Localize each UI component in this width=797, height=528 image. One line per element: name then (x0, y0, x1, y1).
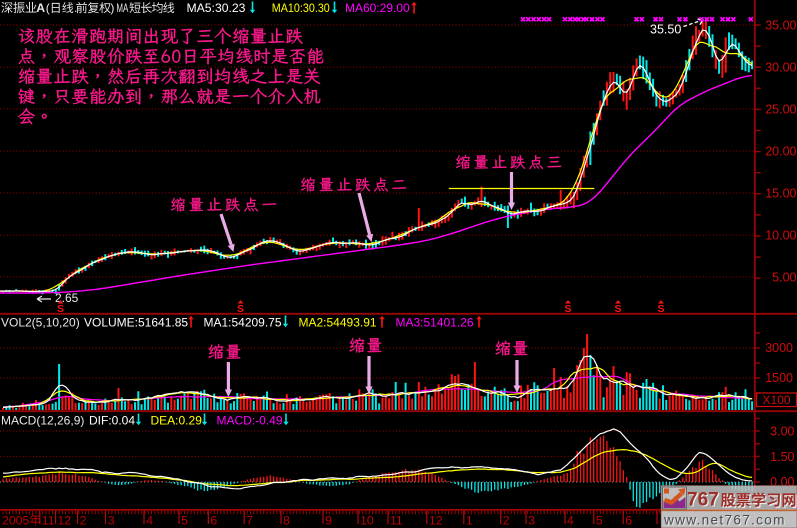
svg-text:8: 8 (283, 514, 290, 528)
svg-text:DIF:0.04: DIF:0.04 (89, 414, 135, 428)
svg-text:MA5:30.23: MA5:30.23 (187, 1, 246, 15)
svg-text:2: 2 (80, 514, 87, 528)
svg-text:25.00: 25.00 (765, 103, 796, 117)
svg-text:1: 1 (466, 514, 473, 528)
svg-text:S: S (564, 303, 571, 315)
svg-text:MA10:30.30: MA10:30.30 (272, 1, 330, 15)
svg-text:MA60:29.00: MA60:29.00 (345, 1, 410, 15)
svg-text:S: S (614, 303, 621, 315)
svg-text:4: 4 (567, 514, 574, 528)
svg-text:(: ( (46, 1, 50, 15)
svg-text:2005: 2005 (2, 514, 30, 528)
svg-text:VOL2(5,10,20): VOL2(5,10,20) (1, 316, 80, 330)
svg-text:9: 9 (325, 514, 332, 528)
svg-text:35.50: 35.50 (650, 23, 681, 37)
svg-text:20.00: 20.00 (765, 145, 796, 159)
svg-text:3000: 3000 (765, 341, 793, 355)
svg-text:15.00: 15.00 (765, 187, 796, 201)
svg-text:10.00: 10.00 (765, 229, 796, 243)
svg-text:.: . (74, 1, 77, 15)
svg-text:S: S (237, 303, 244, 315)
svg-text:MA3:51401.26: MA3:51401.26 (396, 316, 474, 330)
svg-text:5: 5 (181, 514, 188, 528)
svg-text:767: 767 (688, 491, 720, 512)
svg-text:30.00: 30.00 (765, 61, 796, 75)
svg-text:VOLUME:51641.85: VOLUME:51641.85 (84, 316, 188, 330)
svg-text:6: 6 (210, 514, 217, 528)
svg-text:S: S (57, 303, 64, 315)
svg-text:MA2:54493.91: MA2:54493.91 (299, 316, 377, 330)
svg-text:MA1:54209.75: MA1:54209.75 (204, 316, 282, 330)
svg-text:): ) (110, 1, 114, 15)
svg-text:12: 12 (57, 514, 71, 528)
svg-text:4: 4 (146, 514, 153, 528)
svg-text:www.net767.com: www.net767.com (663, 512, 786, 527)
svg-text:11: 11 (42, 514, 55, 528)
svg-text:1500: 1500 (765, 371, 793, 385)
svg-text:10: 10 (360, 514, 374, 528)
svg-text:12: 12 (429, 514, 443, 528)
svg-text:6: 6 (625, 514, 632, 528)
svg-text:DEA:0.29: DEA:0.29 (151, 414, 203, 428)
svg-text:5: 5 (596, 514, 603, 528)
svg-text:767: 767 (687, 490, 719, 511)
svg-text:2: 2 (503, 514, 510, 528)
svg-text:A: A (36, 1, 45, 15)
svg-text:S: S (657, 303, 664, 315)
svg-text:1.50: 1.50 (770, 450, 794, 464)
svg-text:3.00: 3.00 (770, 425, 794, 439)
svg-text:3: 3 (108, 514, 115, 528)
svg-text:MACD(12,26,9): MACD(12,26,9) (1, 414, 84, 428)
svg-text:www.net767.com: www.net767.com (664, 513, 787, 528)
svg-text:7: 7 (246, 514, 253, 528)
svg-text:X100: X100 (762, 393, 790, 407)
svg-text:MACD:-0.49: MACD:-0.49 (217, 414, 283, 428)
svg-text:35.00: 35.00 (765, 19, 796, 33)
svg-text:3: 3 (528, 514, 535, 528)
svg-text:11: 11 (390, 514, 403, 528)
svg-text:MA: MA (116, 1, 128, 15)
svg-text:5.00: 5.00 (772, 271, 796, 285)
